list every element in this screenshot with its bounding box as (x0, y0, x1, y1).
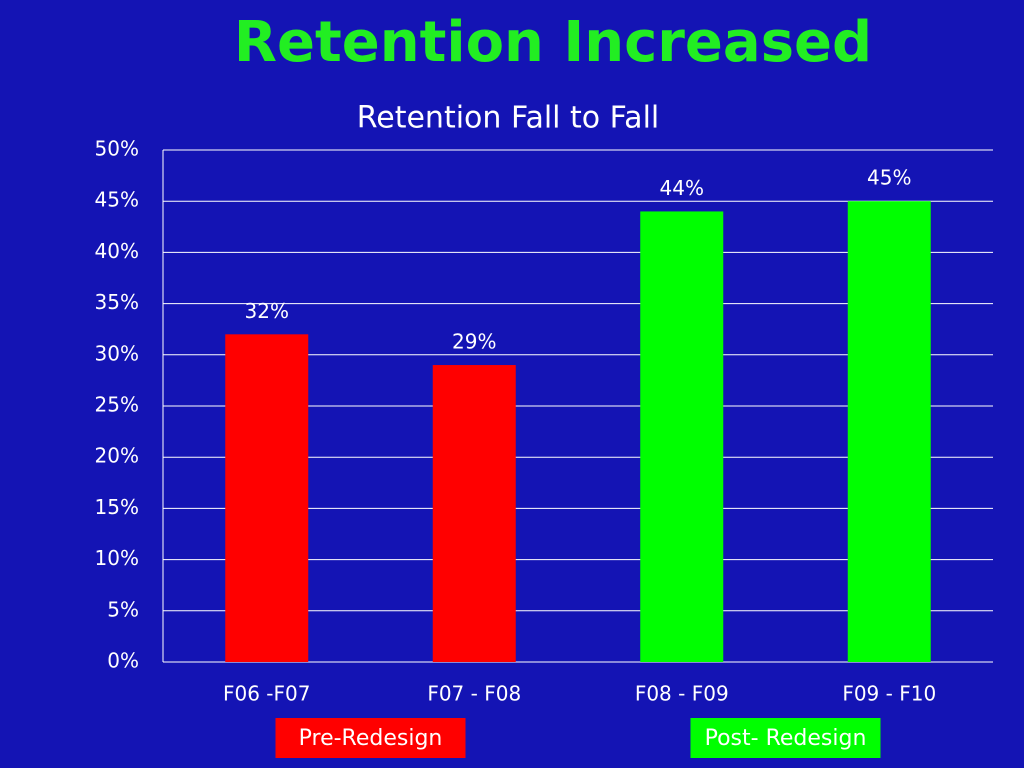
group-label: Pre-Redesign (299, 726, 443, 751)
y-tick-label: 10% (95, 546, 139, 570)
y-tick-label: 5% (107, 597, 139, 621)
x-tick-label: F07 - F08 (427, 682, 521, 706)
group-label-box (275, 718, 466, 758)
bar (640, 211, 724, 662)
y-tick-label: 20% (95, 444, 139, 468)
y-tick-label: 50% (95, 137, 139, 161)
chart-title: Retention Increased (234, 10, 872, 75)
value-label: 44% (660, 176, 704, 200)
value-label: 29% (452, 330, 496, 354)
y-tick-label: 30% (95, 341, 139, 365)
y-tick-label: 25% (95, 393, 139, 417)
y-tick-label: 35% (95, 290, 139, 314)
x-tick-label: F08 - F09 (635, 682, 729, 706)
y-tick-label: 0% (107, 649, 139, 673)
x-tick-label: F06 -F07 (223, 682, 310, 706)
y-tick-label: 15% (95, 495, 139, 519)
y-tick-label: 40% (95, 239, 139, 263)
y-tick-label: 45% (95, 188, 139, 212)
group-label-box (690, 718, 881, 758)
value-label: 32% (245, 299, 289, 323)
bar (847, 201, 931, 662)
value-label: 45% (867, 166, 911, 190)
bar (432, 365, 516, 662)
chart-subtitle: Retention Fall to Fall (357, 101, 660, 136)
group-label: Post- Redesign (705, 726, 867, 751)
x-tick-label: F09 - F10 (842, 682, 936, 706)
bar (225, 334, 309, 662)
